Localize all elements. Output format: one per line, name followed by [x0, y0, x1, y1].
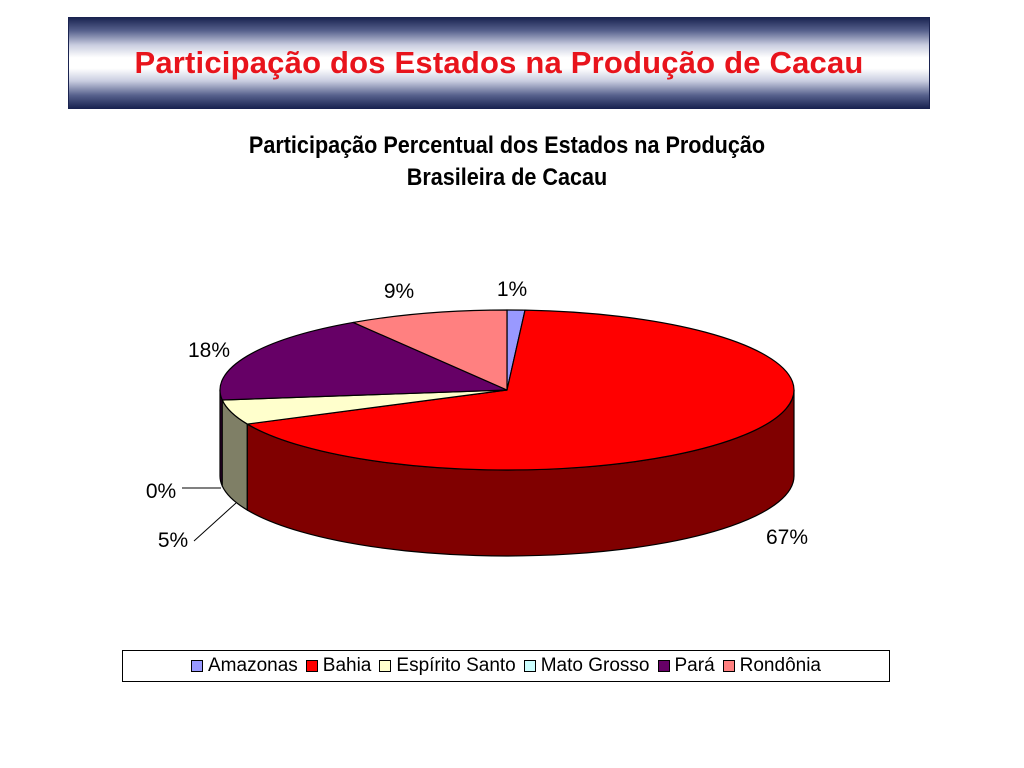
slide-title-banner: Participação dos Estados na Produção de …: [68, 17, 930, 109]
legend-item-espirito-santo: Espírito Santo: [379, 655, 516, 677]
data-label-para: 18%: [188, 339, 230, 362]
legend-item-amazonas: Amazonas: [191, 655, 298, 677]
legend-label-bahia: Bahia: [322, 655, 372, 676]
slide-title: Participação dos Estados na Produção de …: [134, 45, 864, 80]
data-label-bahia: 67%: [766, 526, 808, 549]
legend-label-mato-grosso: Mato Grosso: [540, 655, 650, 676]
data-label-espirito-santo: 5%: [158, 529, 188, 552]
data-label-mato-grosso: 0%: [146, 480, 176, 503]
pie-slice-para: [219, 321, 508, 401]
legend-label-rondonia: Rondônia: [739, 655, 821, 676]
legend-item-mato-grosso: Mato Grosso: [523, 655, 650, 677]
legend-item-rondonia: Rondônia: [722, 655, 821, 677]
pie-slice-rondonia: [352, 309, 508, 391]
chart-title-line-2: Brasileira de Cacau: [406, 164, 608, 191]
legend-swatch-para: [657, 660, 670, 672]
chart-legend: Amazonas Bahia Espírito Santo Mato Grosso Pa…: [122, 650, 890, 682]
data-label-rondonia: 9%: [384, 280, 414, 303]
chart-title: Participação Percentual dos Estados na P…: [141, 130, 874, 194]
legend-swatch-rondonia: [722, 660, 735, 672]
legend-label-amazonas: Amazonas: [208, 655, 298, 676]
data-label-leader-espirito-santo: [193, 502, 237, 542]
legend-swatch-amazonas: [191, 660, 203, 672]
legend-label-espirito-santo: Espírito Santo: [396, 655, 516, 676]
data-label-amazonas: 1%: [497, 278, 527, 301]
legend-swatch-espirito-santo: [379, 660, 392, 672]
legend-item-bahia: Bahia: [305, 655, 372, 677]
legend-item-para: Pará: [657, 655, 715, 677]
legend-swatch-mato-grosso: [523, 660, 536, 672]
pie-slice-bahia: [246, 309, 795, 471]
legend-label-para: Pará: [674, 655, 715, 676]
chart-title-line-1: Participação Percentual dos Estados na P…: [248, 132, 766, 159]
legend-swatch-bahia: [305, 660, 318, 672]
